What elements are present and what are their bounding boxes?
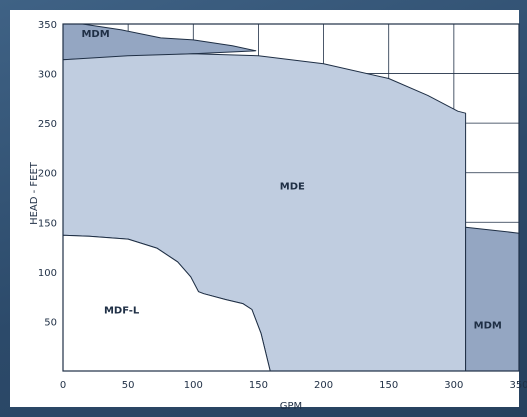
region-mdm	[466, 227, 519, 371]
x-tick-label: 50	[122, 380, 135, 391]
y-tick-label: 50	[44, 317, 57, 328]
x-tick-label: 350	[509, 380, 527, 391]
x-tick-label: 150	[379, 380, 398, 391]
region-label-mdf-l: MDF-L	[104, 306, 140, 317]
y-tick-label: 300	[38, 70, 57, 81]
y-tick-label: 100	[38, 268, 57, 279]
y-tick-label: 150	[38, 218, 57, 229]
x-tick-label: 0	[60, 380, 66, 391]
region-label-mde: MDE	[280, 182, 305, 193]
x-axis-title: GPM	[280, 401, 302, 412]
region-label-mdm: MDM	[81, 29, 109, 40]
y-tick-label: 350	[38, 20, 57, 31]
x-tick-label: 100	[184, 380, 203, 391]
x-tick-label: 150	[249, 380, 268, 391]
y-tick-label: 250	[38, 119, 57, 130]
x-tick-label: 200	[314, 380, 333, 391]
x-tick-label: 300	[444, 380, 463, 391]
y-axis-title: HEAD - FEET	[29, 161, 40, 225]
region-label-mdm: MDM	[474, 320, 502, 331]
y-tick-label: 200	[38, 169, 57, 180]
